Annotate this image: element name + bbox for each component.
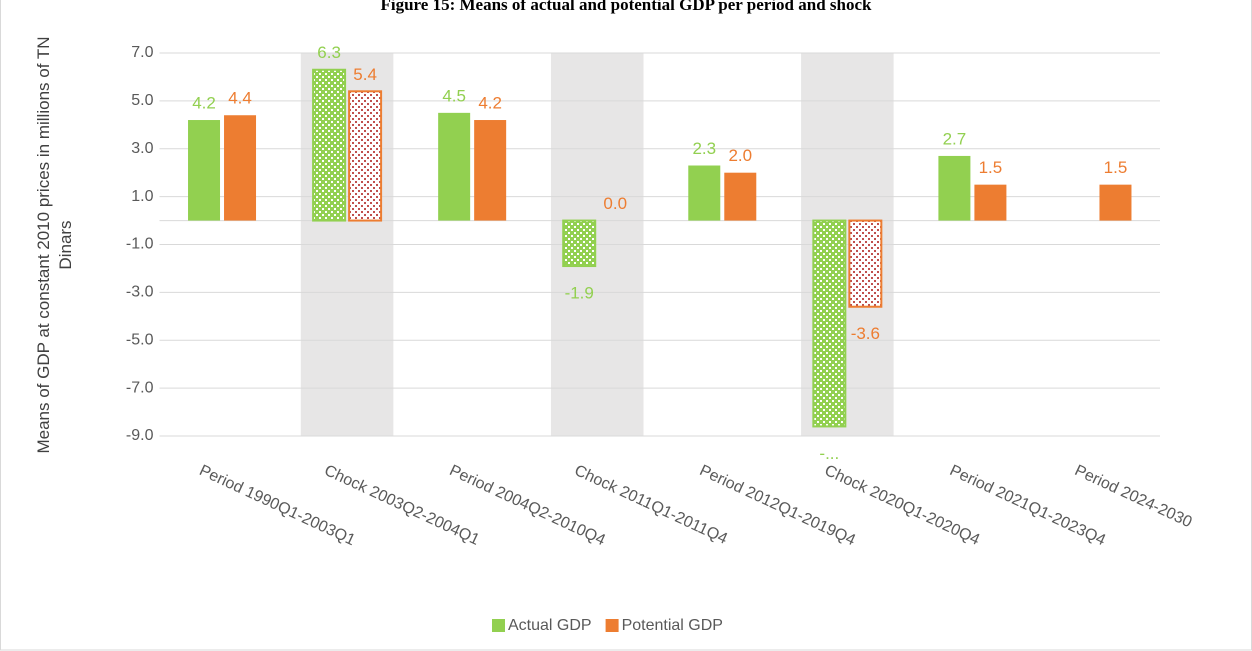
y-tick-label: 7.0: [131, 44, 153, 61]
value-label: 4.4: [228, 89, 252, 108]
bar: [438, 112, 471, 221]
x-tick-label: Period 2024-2030: [1072, 462, 1195, 531]
value-label: 2.3: [692, 139, 716, 158]
value-label: 6.3: [317, 43, 341, 62]
value-label: -...: [819, 444, 839, 463]
value-label: 2.0: [728, 146, 752, 165]
y-tick-label: 1.0: [131, 188, 153, 205]
chart-title: Figure 15: Means of actual and potential…: [381, 0, 873, 14]
bar: [348, 90, 383, 222]
bar: [188, 120, 221, 221]
value-label: 4.2: [192, 94, 216, 113]
y-tick-label: -3.0: [126, 284, 154, 301]
value-label: 5.4: [353, 65, 377, 84]
bar: [974, 184, 1007, 221]
value-label: 4.2: [478, 94, 502, 113]
y-tick-label: 5.0: [131, 92, 153, 109]
y-tick-label: -1.0: [126, 236, 154, 253]
value-label: 0.0: [603, 194, 627, 213]
y-axis-title: Means of GDP at constant 2010 prices in …: [34, 36, 75, 454]
bar: [312, 68, 347, 222]
y-tick-label: -7.0: [126, 379, 154, 396]
value-label: -1.9: [565, 284, 594, 303]
bar: [938, 155, 971, 221]
bar: [848, 219, 883, 308]
value-label: 4.5: [442, 86, 466, 105]
value-label: 2.7: [943, 129, 967, 148]
bar: [1099, 184, 1132, 221]
y-tick-label: 3.0: [131, 140, 153, 157]
y-tick-label: -5.0: [126, 331, 154, 348]
bar: [812, 219, 847, 428]
bar: [562, 219, 597, 268]
bar: [688, 165, 721, 221]
bar: [474, 120, 507, 221]
value-label: 1.5: [979, 158, 1003, 177]
bar: [724, 172, 757, 221]
legend-swatch: [492, 619, 505, 632]
value-label: 1.5: [1104, 158, 1128, 177]
legend-label: Potential GDP: [622, 617, 723, 634]
bar: [224, 115, 257, 221]
value-label: -3.6: [851, 324, 880, 343]
y-tick-label: -9.0: [126, 427, 154, 444]
legend-label: Actual GDP: [508, 617, 592, 634]
legend-swatch: [605, 619, 619, 632]
